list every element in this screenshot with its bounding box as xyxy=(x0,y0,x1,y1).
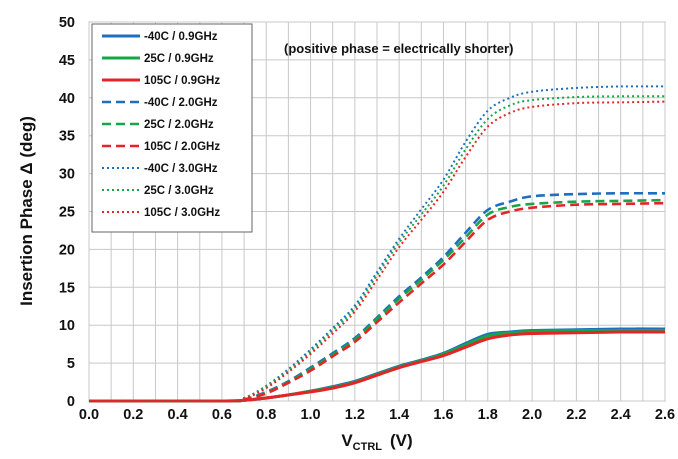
y-tick-label: 30 xyxy=(59,167,75,183)
x-tick-label: 1.6 xyxy=(433,407,453,423)
x-tick-label: 2.4 xyxy=(611,407,631,423)
x-tick-label: 1.4 xyxy=(389,407,409,423)
y-tick-label: 45 xyxy=(59,53,75,69)
legend-label: 25C / 0.9GHz xyxy=(144,53,214,65)
legend-label: -40C / 2.0GHz xyxy=(144,97,218,109)
annotation: (positive phase = electrically shorter) xyxy=(284,41,513,56)
y-tick-label: 35 xyxy=(59,129,75,145)
x-tick-label: 1.8 xyxy=(478,407,498,423)
x-axis-label-unit: (V) xyxy=(390,431,413,450)
legend-label: 105C / 2.0GHz xyxy=(144,141,220,153)
x-tick-label: 0.8 xyxy=(256,407,276,423)
series-layer xyxy=(88,85,666,403)
x-tick-label: 2.2 xyxy=(566,407,586,423)
series-line-3 xyxy=(88,330,666,403)
series-line-6 xyxy=(88,201,666,403)
x-tick-label: 1.0 xyxy=(300,407,320,423)
y-tick-label: 5 xyxy=(67,356,75,372)
y-tick-label: 25 xyxy=(59,205,75,221)
y-tick-label: 20 xyxy=(59,242,75,258)
legend-label: 105C / 3.0GHz xyxy=(144,207,220,219)
legend-label: -40C / 0.9GHz xyxy=(144,31,218,43)
legend: -40C / 0.9GHz 25C / 0.9GHz 105C / 0.9GHz -4… xyxy=(91,23,253,233)
x-axis-label: VCTRL (V) xyxy=(341,431,412,453)
x-tick-label: 2.6 xyxy=(655,407,675,423)
legend-label: -40C / 3.0GHz xyxy=(144,163,218,175)
x-tick-label: 0.2 xyxy=(123,407,143,423)
y-tick-label: 50 xyxy=(59,15,75,31)
x-tick-label: 0.0 xyxy=(79,407,99,423)
y-tick-label: 15 xyxy=(59,280,75,296)
y-tick-label: 0 xyxy=(67,394,75,410)
x-tick-label: 0.6 xyxy=(212,407,232,423)
y-tick-label: 10 xyxy=(59,318,75,334)
y-axis-label: Insertion Phase Δ (deg) xyxy=(17,116,36,306)
series-line-9 xyxy=(88,100,666,403)
y-tick-label: 40 xyxy=(59,91,75,107)
x-axis-label-main: V xyxy=(341,431,353,450)
series-line-7 xyxy=(88,85,666,403)
tick-labels: 0.0 0.2 0.4 0.6 0.8 1.0 1.2 1.4 1.6 1.8 2.0 2.2 2.4 2… xyxy=(59,15,675,423)
legend-label: 25C / 3.0GHz xyxy=(144,185,214,197)
x-tick-label: 0.4 xyxy=(168,407,188,423)
legend-items: -40C / 0.9GHz 25C / 0.9GHz 105C / 0.9GHz -4… xyxy=(102,31,220,219)
legend-label: 25C / 2.0GHz xyxy=(144,119,214,131)
x-tick-label: 1.2 xyxy=(345,407,365,423)
x-tick-label: 2.0 xyxy=(522,407,542,423)
legend-label: 105C / 0.9GHz xyxy=(144,75,220,87)
x-axis-label-sub: CTRL xyxy=(353,441,383,453)
